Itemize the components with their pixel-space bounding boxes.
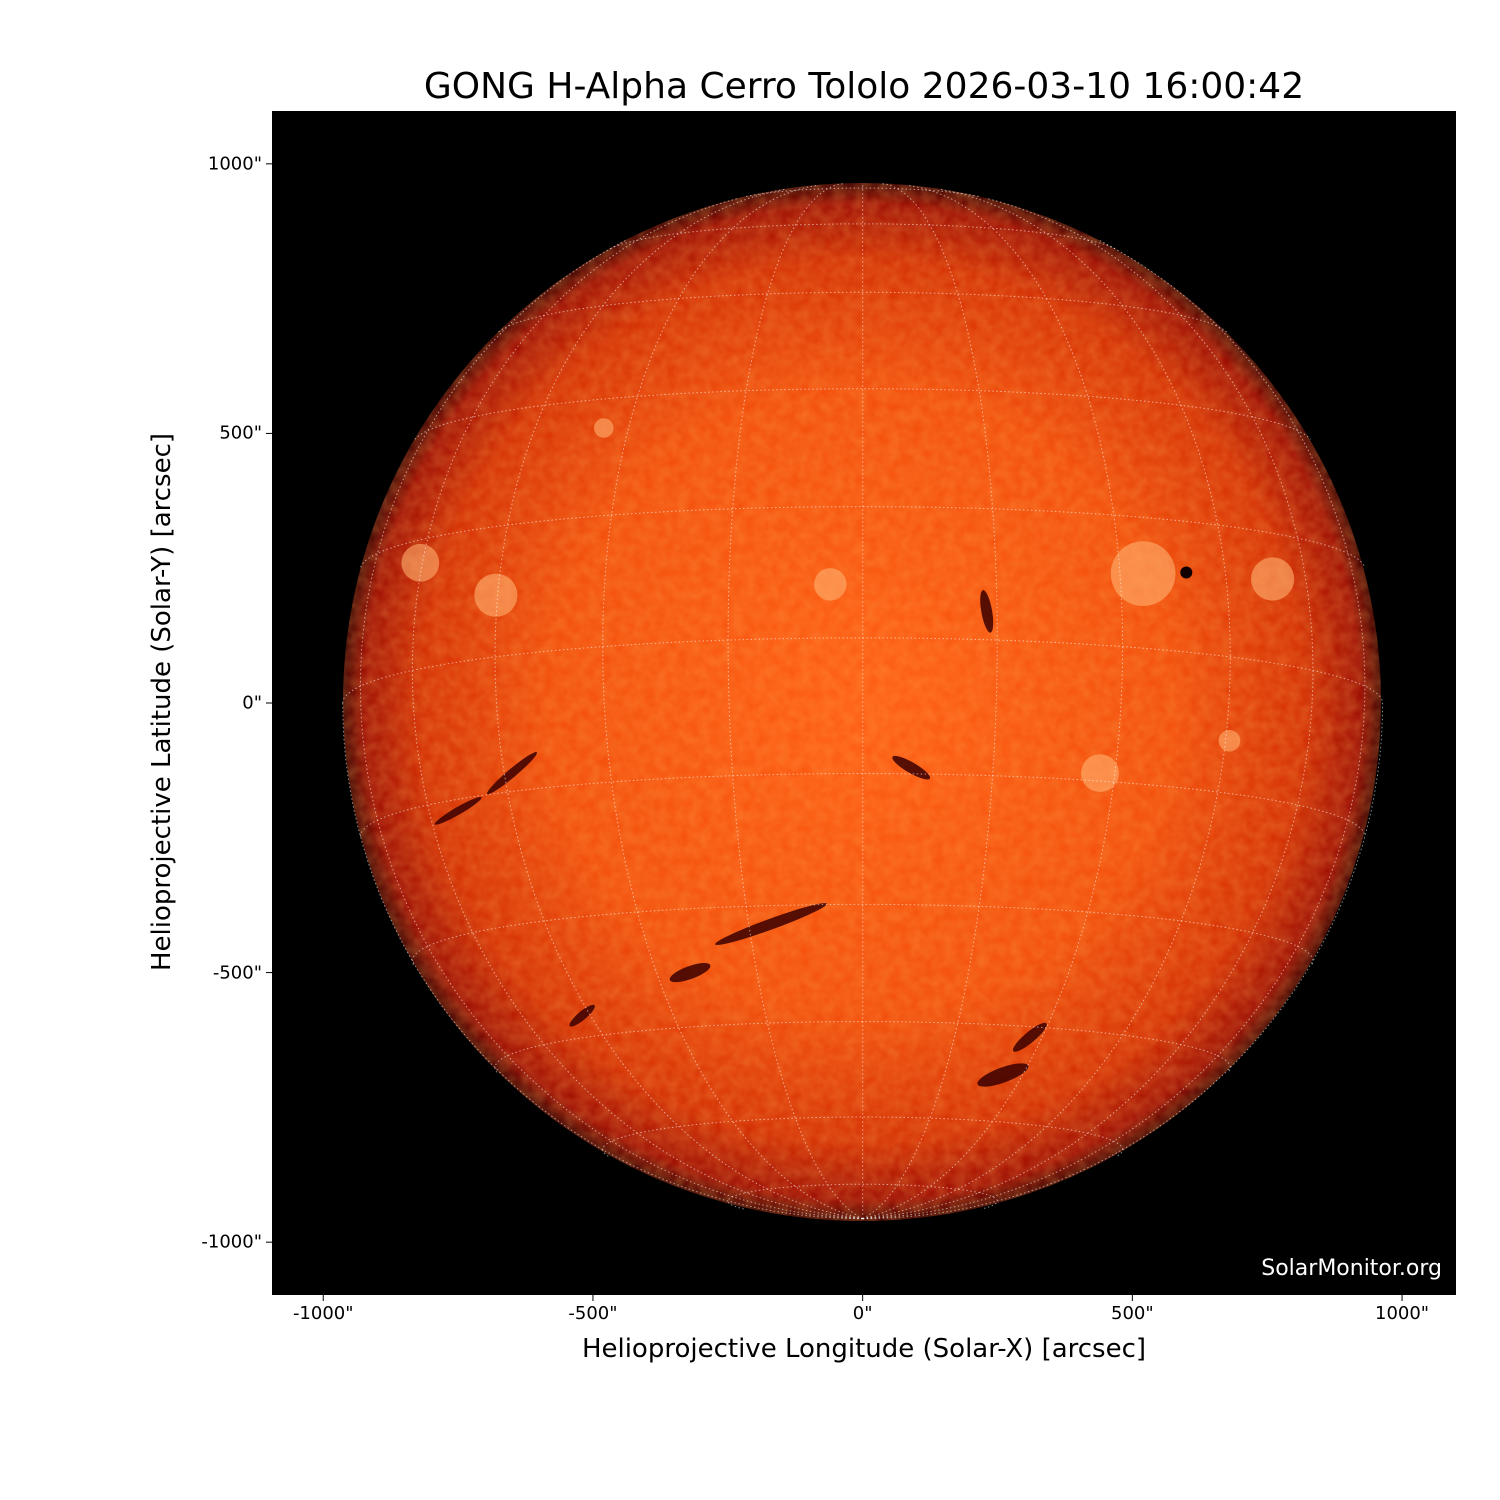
x-tick-label: 1000" bbox=[1375, 1303, 1430, 1324]
filament bbox=[715, 903, 827, 945]
x-axis-label: Helioprojective Longitude (Solar-X) [arc… bbox=[581, 1334, 1147, 1364]
chart-title: GONG H-Alpha Cerro Tololo 2026-03-10 16:… bbox=[423, 66, 1305, 107]
x-tick-label: 500" bbox=[1111, 1303, 1154, 1324]
grid-parallel bbox=[745, 187, 980, 197]
filament bbox=[977, 1063, 1029, 1087]
plage bbox=[594, 418, 614, 438]
grid-parallel bbox=[414, 388, 1311, 440]
disk-texture bbox=[343, 183, 1381, 1221]
grid-parallel bbox=[411, 903, 1314, 965]
grid-meridian bbox=[862, 184, 1124, 1220]
grid-meridian bbox=[342, 702, 863, 1220]
grid-meridian bbox=[727, 183, 863, 1220]
grid-meridian bbox=[862, 188, 1231, 1220]
plage bbox=[474, 573, 518, 617]
x-tick-label: -1000" bbox=[292, 1303, 354, 1324]
grid-meridian bbox=[862, 239, 1366, 1220]
filament bbox=[980, 590, 994, 633]
y-tick-label: -1000" bbox=[201, 1231, 262, 1253]
heliographic-grid bbox=[342, 183, 1384, 1220]
grid-meridian bbox=[359, 239, 863, 1220]
plage bbox=[814, 568, 847, 601]
grid-parallel bbox=[610, 223, 1116, 250]
plage bbox=[1251, 557, 1295, 601]
y-tick-label: 500" bbox=[219, 422, 262, 444]
grid-parallel bbox=[498, 291, 1228, 333]
grid-meridian bbox=[494, 188, 863, 1220]
filament bbox=[1012, 1022, 1047, 1052]
sunspot bbox=[1180, 566, 1193, 579]
y-tick-label: -500" bbox=[212, 962, 262, 984]
filament bbox=[569, 1004, 595, 1027]
grid-parallel bbox=[494, 1021, 1231, 1073]
grid-parallel bbox=[727, 1183, 998, 1210]
x-tick-label: -500" bbox=[568, 1303, 618, 1324]
grid-meridian bbox=[862, 183, 998, 1220]
grid-meridian bbox=[411, 197, 863, 1220]
grid-parallel bbox=[342, 637, 1384, 704]
plage bbox=[1081, 754, 1119, 792]
solar-features bbox=[401, 418, 1295, 1087]
x-tick-label: 0" bbox=[852, 1303, 873, 1324]
grid-parallel bbox=[602, 1116, 1124, 1157]
grid-meridian bbox=[602, 184, 863, 1220]
plage bbox=[401, 543, 440, 582]
grid-parallel bbox=[360, 506, 1366, 568]
watermark: SolarMonitor.org bbox=[1261, 1256, 1442, 1281]
filament bbox=[487, 752, 538, 795]
y-axis-label: Helioprojective Latitude (Solar-Y) [arcs… bbox=[147, 432, 177, 972]
grid-meridian bbox=[862, 197, 1314, 1220]
filament bbox=[434, 796, 482, 825]
plage bbox=[1110, 541, 1176, 607]
grid-parallel bbox=[359, 772, 1366, 837]
grid-meridian bbox=[862, 702, 1384, 1220]
y-tick-label: 1000" bbox=[207, 153, 262, 175]
filament bbox=[669, 963, 711, 983]
y-tick-label: 0" bbox=[242, 692, 262, 714]
plage bbox=[1218, 729, 1241, 752]
